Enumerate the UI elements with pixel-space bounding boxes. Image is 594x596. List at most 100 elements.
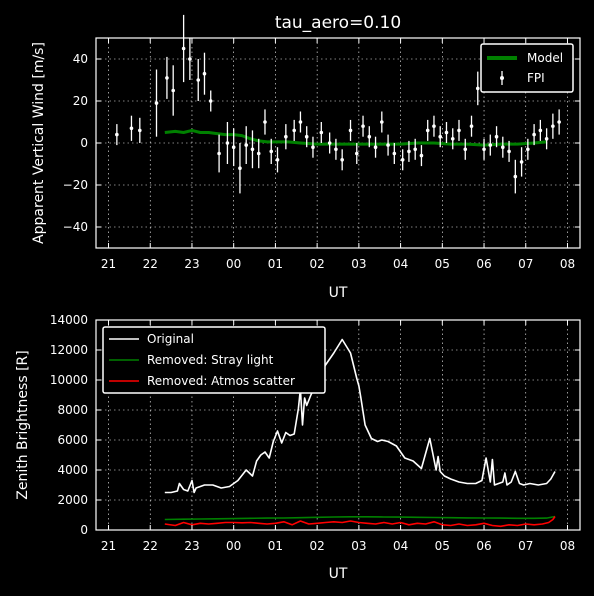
fpi-point	[238, 166, 242, 170]
fpi-point	[171, 88, 175, 93]
fpi-point	[181, 46, 186, 51]
wind-y-tick-label: 40	[73, 52, 88, 66]
brightness-y-tick-label: 10000	[50, 373, 88, 387]
wind-x-tick-label: 05	[435, 257, 450, 271]
fpi-point	[407, 149, 411, 154]
fpi-point	[457, 128, 461, 133]
brightness-y-axis-label: Zenith Brightness [R]	[15, 350, 31, 499]
fpi-point	[217, 151, 221, 156]
wind-x-tick-label: 06	[476, 257, 491, 271]
brightness-axes-frame	[95, 319, 581, 531]
fpi-point	[526, 147, 530, 152]
fpi-point	[400, 158, 405, 162]
wind-x-tick-label: 00	[226, 257, 241, 271]
fpi-point	[494, 134, 499, 139]
wind-ticks: 21 22 23 00 01 02 03 04 05 06 07 08 −40 −20 0 20 40	[63, 38, 580, 271]
fpi-point	[202, 71, 207, 76]
fpi-point	[196, 78, 201, 82]
fpi-point	[386, 143, 390, 147]
fpi-point	[348, 128, 353, 133]
brightness-y-tick-label: 4000	[57, 463, 88, 477]
fpi-point	[138, 128, 142, 133]
fpi-point	[392, 151, 397, 156]
fpi-point	[488, 143, 493, 147]
wind-x-tick-label: 07	[518, 257, 533, 271]
original-line	[164, 338, 556, 494]
fpi-point	[354, 151, 359, 156]
fpi-point	[311, 145, 315, 149]
fpi-point	[432, 124, 436, 128]
brightness-y-tick-label: 12000	[50, 343, 88, 357]
fpi-point	[244, 143, 249, 147]
brightness-x-tick-label: 22	[143, 539, 158, 553]
fpi-point	[250, 147, 255, 152]
legend-fpi-marker	[500, 76, 504, 80]
fpi-point	[413, 147, 417, 152]
fpi-point	[450, 137, 455, 141]
wind-x-axis-label: UT	[329, 285, 348, 301]
fpi-point	[469, 124, 474, 128]
brightness-x-tick-label: 03	[351, 539, 366, 553]
fpi-point	[544, 137, 549, 141]
fpi-point	[284, 134, 288, 139]
fpi-point	[263, 120, 267, 124]
brightness-x-tick-label: 23	[184, 539, 199, 553]
fpi-point	[373, 145, 378, 149]
brightness-x-tick-label: 05	[435, 539, 450, 553]
fpi-point	[367, 134, 372, 139]
fpi-point	[513, 174, 518, 179]
wind-x-tick-label: 04	[393, 257, 408, 271]
wind-chart-title: tau_aero=0.10	[275, 13, 401, 33]
fpi-point	[438, 134, 443, 139]
legend-model-label: Model	[527, 51, 563, 65]
fpi-point	[129, 126, 134, 131]
fpi-point	[551, 124, 555, 128]
wind-x-tick-label: 08	[560, 257, 575, 271]
fpi-point	[507, 149, 511, 154]
brightness-x-tick-label: 01	[268, 539, 283, 553]
fpi-point	[532, 132, 536, 137]
fpi-point	[463, 147, 468, 152]
fpi-point	[444, 130, 449, 135]
fpi-point	[225, 141, 230, 145]
brightness-series	[164, 338, 556, 528]
fpi-point	[425, 128, 430, 133]
fpi-point	[188, 57, 192, 61]
brightness-y-tick-label: 6000	[57, 433, 88, 447]
brightness-x-tick-label: 08	[560, 539, 575, 553]
wind-panel: 21 22 23 00 01 02 03 04 05 06 07 08 −40 −20 0 20 40 tau_…	[31, 13, 581, 301]
wind-x-tick-label: 21	[101, 257, 116, 271]
wind-y-tick-label: −40	[63, 220, 88, 234]
fpi-point	[380, 120, 384, 124]
fpi-point	[115, 132, 119, 137]
wind-y-tick-label: −20	[63, 178, 88, 192]
fpi-point	[475, 86, 480, 91]
wind-x-tick-label: 22	[143, 257, 158, 271]
fpi-point	[304, 134, 309, 139]
fpi-point	[538, 128, 543, 133]
removed-atmos-scatter-line	[164, 516, 556, 528]
brightness-grid	[96, 319, 580, 531]
brightness-y-tick-label: 8000	[57, 403, 88, 417]
fpi-point	[519, 160, 524, 164]
fpi-point	[557, 120, 561, 124]
brightness-x-tick-label: 21	[101, 539, 116, 553]
fpi-point	[327, 141, 332, 145]
brightness-panel: 21 22 23 00 01 02 03 04 05 06 07 08 0 2000 4000 6000 800…	[15, 313, 581, 582]
brightness-y-tick-label: 0	[80, 523, 88, 537]
wind-y-tick-label: 20	[73, 94, 88, 108]
brightness-ticks: 21 22 23 00 01 02 03 04 05 06 07 08 0 2000 4000 6000 800…	[50, 313, 580, 553]
fpi-point	[334, 147, 338, 152]
brightness-x-tick-label: 02	[309, 539, 324, 553]
fpi-point	[482, 147, 486, 152]
fpi-point	[256, 151, 261, 156]
fpi-point	[292, 128, 296, 133]
brightness-x-tick-label: 04	[393, 539, 408, 553]
brightness-x-tick-label: 07	[518, 539, 533, 553]
fpi-point	[319, 130, 324, 135]
model-line	[164, 128, 547, 147]
wind-x-tick-label: 23	[184, 257, 199, 271]
wind-x-tick-label: 01	[268, 257, 283, 271]
wind-legend: Model FPI	[480, 43, 574, 93]
